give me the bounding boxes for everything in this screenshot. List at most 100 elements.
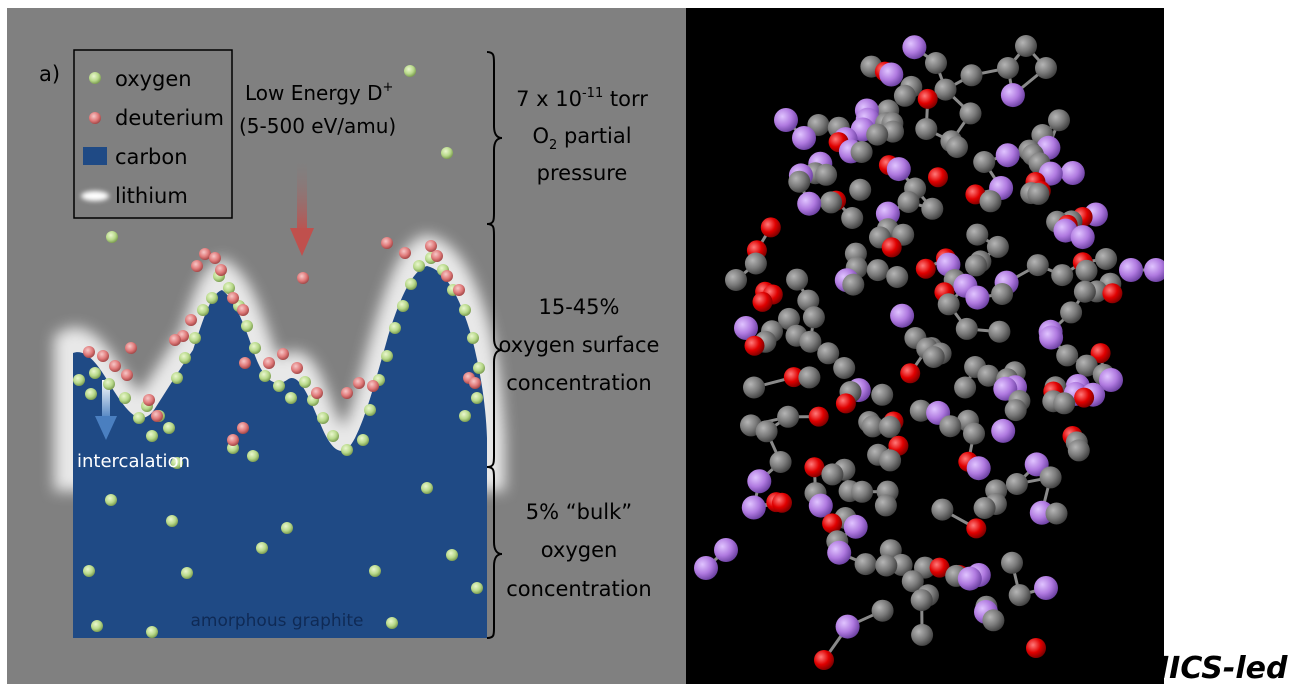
- molecule-lithium-atom: [836, 615, 860, 639]
- molecule-carbon-atom: [911, 589, 933, 611]
- beam-label-line2: (5-500 eV/amu): [239, 114, 396, 138]
- schematic-diagram: oxygen deuterium carbon lithium a) Low E…: [7, 8, 686, 684]
- molecule-lithium-atom: [996, 143, 1020, 167]
- oxygen-atom: [259, 370, 271, 382]
- molecule-carbon-atom: [851, 141, 873, 163]
- molecule-oxygen-atom: [809, 407, 829, 427]
- molecule-carbon-atom: [1053, 392, 1075, 414]
- oxygen-atom: [389, 322, 401, 334]
- molecule-carbon-atom: [745, 253, 767, 275]
- oxygen-atom: [163, 422, 175, 434]
- molecule-carbon-atom: [803, 306, 825, 328]
- brace-bottom: [487, 467, 502, 638]
- molecule-oxygen-atom: [753, 292, 773, 312]
- deuterium-atom: [469, 377, 481, 389]
- molecule-lithium-atom: [965, 286, 989, 310]
- deuterium-atom: [291, 362, 303, 374]
- molecule-oxygen-atom: [1026, 638, 1046, 658]
- molecule-oxygen-atom: [836, 393, 856, 413]
- oxygen-atom: [103, 378, 115, 390]
- molecule-carbon-atom: [921, 198, 943, 220]
- molecule-carbon-atom: [1060, 301, 1082, 323]
- molecule-carbon-atom: [872, 600, 894, 622]
- molecule-carbon-atom: [815, 164, 837, 186]
- oxygen-atom: [73, 374, 85, 386]
- molecule-oxygen-atom: [822, 513, 842, 533]
- molecule-oxygen-atom: [916, 259, 936, 279]
- molecule-lithium-atom: [1039, 326, 1063, 350]
- oxygen-atom: [397, 300, 409, 312]
- molecule-oxygen-atom: [882, 237, 902, 257]
- beam-arrow-shaft: [297, 156, 307, 232]
- oxygen-atom: [197, 304, 209, 316]
- molecule-carbon-atom: [770, 451, 792, 473]
- oxygen-atom: [459, 304, 471, 316]
- deuterium-atom: [341, 387, 353, 399]
- oxygen-atom: [405, 278, 417, 290]
- molecule-lithium-atom: [714, 538, 738, 562]
- molecule-carbon-atom: [960, 102, 982, 124]
- oxygen-atom: [179, 352, 191, 364]
- molecule-lithium-atom: [879, 63, 903, 87]
- molecule-oxygen-atom: [761, 217, 781, 237]
- molecule-carbon-atom: [987, 236, 1009, 258]
- oxygen-atom: [459, 410, 471, 422]
- molecule-carbon-atom: [898, 191, 920, 213]
- region-top-line2: O2 partial: [532, 124, 631, 153]
- oxygen-atom: [105, 494, 117, 506]
- deuterium-atom: [227, 292, 239, 304]
- molecule-oxygen-atom: [918, 89, 938, 109]
- molecule-lithium-atom: [890, 304, 914, 328]
- molecule-carbon-atom: [777, 406, 799, 428]
- molecule-carbon-atom: [997, 57, 1019, 79]
- panel-label: a): [39, 62, 60, 86]
- oxygen-atom: [256, 542, 268, 554]
- molecule-oxygen-atom: [745, 336, 765, 356]
- oxygen-atom: [404, 65, 416, 77]
- molecule-lithium-atom: [827, 541, 851, 565]
- legend-oxygen-label: oxygen: [115, 67, 192, 91]
- legend-lithium-label: lithium: [115, 184, 188, 208]
- molecule-lithium-atom: [967, 456, 991, 480]
- molecule-lithium-atom: [694, 556, 718, 580]
- region-middle-text: 15-45% oxygen surface concentration: [499, 295, 660, 395]
- intercalation-label: intercalation: [77, 451, 190, 472]
- oxygen-atom: [285, 392, 297, 404]
- deuterium-atom: [425, 240, 437, 252]
- deuterium-atom: [311, 387, 323, 399]
- oxygen-atom: [281, 522, 293, 534]
- molecule-carbon-atom: [756, 420, 778, 442]
- molecule-oxygen-atom: [1102, 283, 1122, 303]
- molecule-carbon-atom: [871, 384, 893, 406]
- region-bottom-line2: oxygen: [541, 538, 618, 562]
- oxygen-atom: [413, 260, 425, 272]
- molecule-carbon-atom: [1015, 35, 1037, 57]
- deuterium-atom: [263, 357, 275, 369]
- molecule-carbon-atom: [866, 124, 888, 146]
- region-middle-line2: oxygen surface: [499, 333, 660, 357]
- molecule-carbon-atom: [886, 266, 908, 288]
- molecule-carbon-atom: [833, 357, 855, 379]
- oxygen-atom: [89, 367, 101, 379]
- region-middle-line3: concentration: [506, 371, 651, 395]
- schematic-panel: oxygen deuterium carbon lithium a) Low E…: [7, 8, 686, 684]
- molecule-lithium-atom: [1001, 83, 1025, 107]
- molecule-carbon-atom: [982, 609, 1004, 631]
- oxygen-atom: [386, 617, 398, 629]
- molecule-oxygen-atom: [804, 457, 824, 477]
- legend-deuterium-swatch: [89, 112, 101, 124]
- deuterium-atom: [227, 434, 239, 446]
- oxygen-atom: [133, 412, 145, 424]
- molecule-carbon-atom: [965, 254, 987, 276]
- oxygen-atom: [299, 376, 311, 388]
- region-top-text: 7 x 10-11 torr O2 partial pressure: [516, 86, 648, 185]
- molecule-carbon-atom: [1046, 503, 1068, 525]
- molecule-carbon-atom: [991, 283, 1013, 305]
- oxygen-atom: [85, 388, 97, 400]
- molecule-oxygen-atom: [966, 518, 986, 538]
- deuterium-atom: [431, 250, 443, 262]
- molecule-carbon-atom: [1068, 439, 1090, 461]
- deuterium-atom: [237, 422, 249, 434]
- legend-carbon-label: carbon: [115, 145, 188, 169]
- deuterium-atom: [441, 270, 453, 282]
